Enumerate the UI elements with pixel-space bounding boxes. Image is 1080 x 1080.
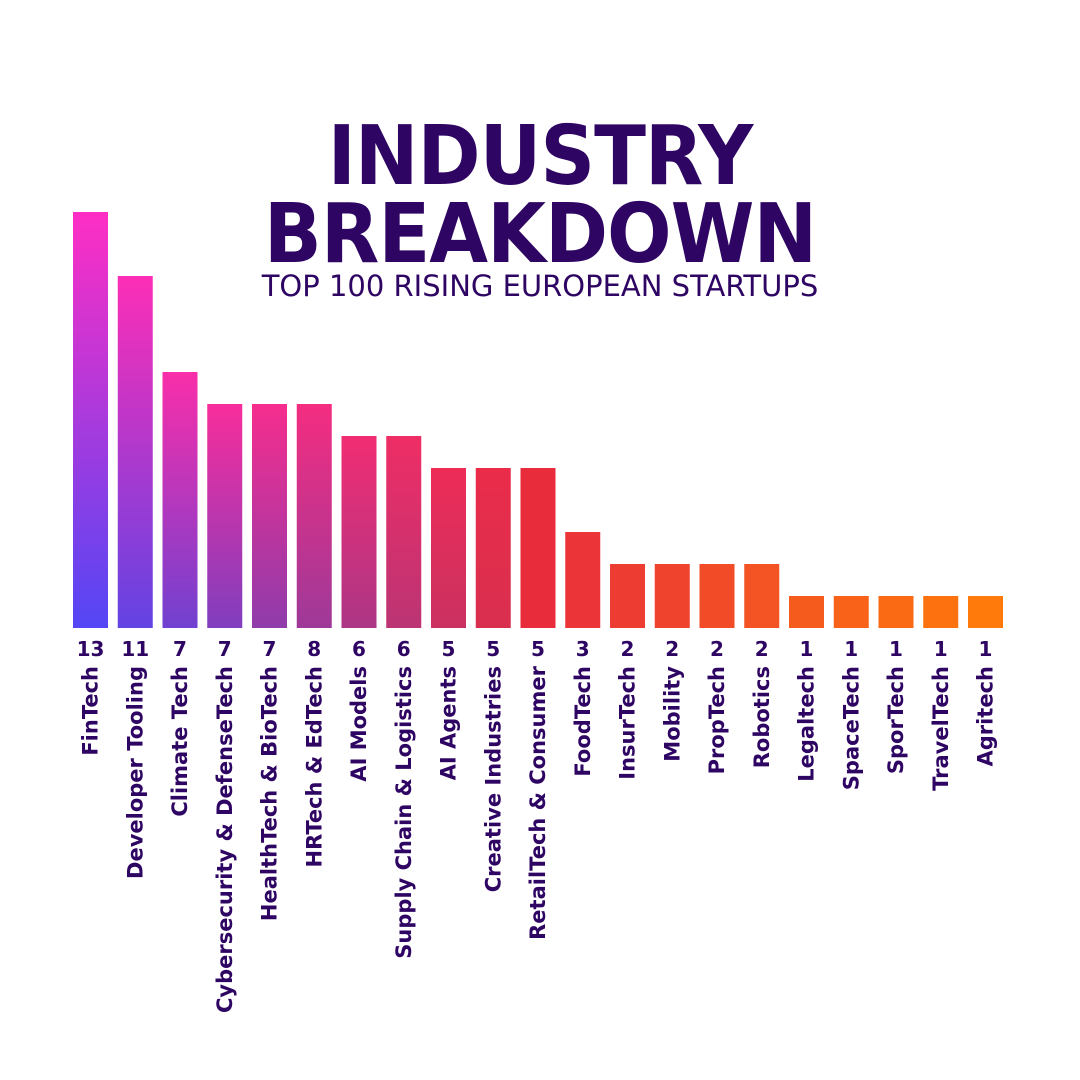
bar-healthtech-and-biotech: [252, 404, 287, 628]
chart-title-line2: BREAKDOWN: [263, 185, 817, 282]
category-label-agritech: Agritech: [974, 666, 998, 767]
category-label-healthtech-and-biotech: HealthTech & BioTech: [258, 666, 282, 921]
value-label-spacetech: 1: [844, 637, 858, 661]
bar-robotics: [744, 564, 780, 628]
value-label-mobility: 2: [665, 637, 679, 661]
bar-legaltech: [789, 596, 824, 628]
category-label-creative-industries: Creative Industries: [481, 666, 505, 892]
bar-foodtech: [565, 532, 601, 628]
chart-subtitle: TOP 100 RISING EUROPEAN STARTUPS: [261, 269, 819, 303]
bar-agritech: [968, 596, 1003, 628]
category-label-supply-chain-and-logistics: Supply Chain & Logistics: [392, 666, 416, 959]
bar-hrtech-and-edtech: [296, 404, 332, 628]
value-label-climate-tech: 7: [173, 637, 187, 661]
bar-creative-industries: [475, 468, 511, 628]
category-label-ai-models: AI Models: [347, 666, 371, 782]
category-label-fintech: FinTech: [79, 666, 103, 756]
value-label-fintech: 13: [77, 637, 105, 661]
value-label-agritech: 1: [979, 637, 993, 661]
category-label-proptech: PropTech: [705, 666, 729, 774]
bar-mobility: [654, 564, 690, 628]
bar-spacetech: [833, 596, 869, 628]
bar-fintech: [73, 212, 108, 628]
value-label-creative-industries: 5: [486, 637, 500, 661]
category-label-ai-agents: AI Agents: [437, 666, 461, 780]
category-label-foodtech: FoodTech: [571, 666, 595, 777]
bar-climate-tech: [162, 372, 198, 628]
category-label-sportech: SporTech: [884, 666, 908, 774]
category-label-cybersecurity-and-defensetech: Cybersecurity & DefenseTech: [213, 666, 237, 1013]
value-label-hrtech-and-edtech: 8: [307, 637, 321, 661]
bar-insurtech: [610, 564, 645, 628]
value-label-ai-models: 6: [352, 637, 366, 661]
value-label-insurtech: 2: [621, 637, 635, 661]
category-label-developer-tooling: Developer Tooling: [123, 666, 147, 879]
value-label-supply-chain-and-logistics: 6: [397, 637, 411, 661]
value-label-legaltech: 1: [800, 637, 814, 661]
bars-group: [73, 212, 1003, 628]
category-label-hrtech-and-edtech: HRTech & EdTech: [302, 666, 326, 867]
bar-cybersecurity-and-defensetech: [207, 404, 243, 628]
category-label-legaltech: Legaltech: [795, 666, 819, 782]
value-label-cybersecurity-and-defensetech: 7: [218, 637, 232, 661]
value-label-healthtech-and-biotech: 7: [263, 637, 277, 661]
category-label-spacetech: SpaceTech: [839, 666, 863, 790]
bar-sportech: [878, 596, 914, 628]
bar-developer-tooling: [117, 276, 153, 628]
bar-ai-models: [341, 436, 377, 628]
category-label-robotics: Robotics: [750, 666, 774, 768]
value-label-retailtech-and-consumer: 5: [531, 637, 545, 661]
value-label-proptech: 2: [710, 637, 724, 661]
category-label-retailtech-and-consumer: RetailTech & Consumer: [526, 665, 550, 939]
value-label-ai-agents: 5: [442, 637, 456, 661]
bar-supply-chain-and-logistics: [386, 436, 422, 628]
category-label-insurtech: InsurTech: [616, 666, 640, 780]
value-labels-group: 13 11 7 7 7 8 6 6 5 5 5 3 2 2 2 2 1 1 1 1 1: [77, 637, 993, 661]
value-label-robotics: 2: [755, 637, 769, 661]
bar-ai-agents: [431, 468, 466, 628]
category-label-climate-tech: Climate Tech: [168, 666, 192, 817]
bar-proptech: [699, 564, 735, 628]
bar-retailtech-and-consumer: [520, 468, 556, 628]
value-label-sportech: 1: [889, 637, 903, 661]
value-label-traveltech: 1: [934, 637, 948, 661]
category-labels-group: FinTech Developer Tooling Climate Tech Cybe…: [79, 665, 998, 1013]
bar-traveltech: [923, 596, 959, 628]
category-label-mobility: Mobility: [660, 666, 684, 762]
chart-title-line1: INDUSTRY: [327, 107, 754, 204]
value-label-developer-tooling: 11: [121, 637, 149, 661]
value-label-foodtech: 3: [576, 637, 590, 661]
category-label-traveltech: TravelTech: [929, 666, 953, 791]
